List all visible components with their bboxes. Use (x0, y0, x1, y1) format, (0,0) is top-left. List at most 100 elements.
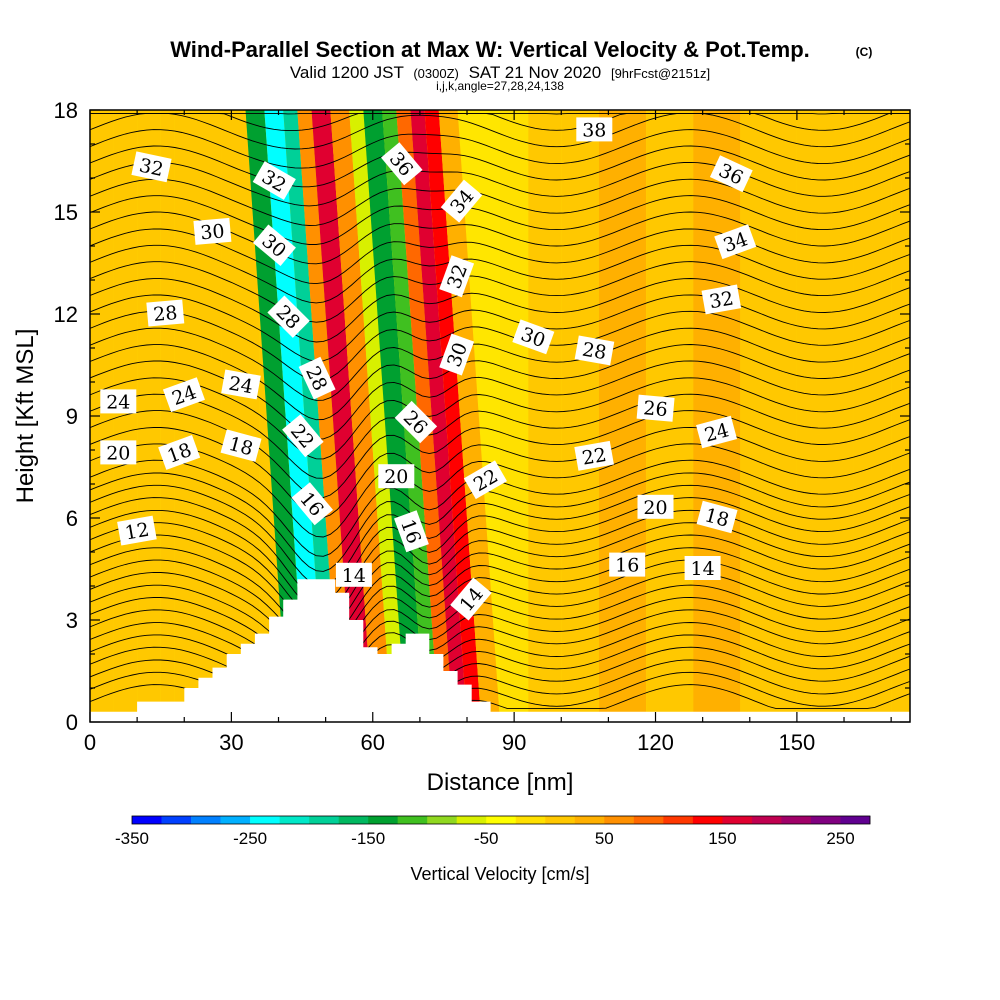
x-tick-label: 30 (219, 730, 243, 755)
chart-title-mark: (C) (856, 45, 873, 59)
contour-label-text: 30 (199, 220, 225, 244)
colorbar-swatch (338, 816, 369, 824)
contour-label-box (220, 429, 262, 462)
theta-contour-line (90, 112, 910, 132)
contour-label-box (609, 552, 646, 577)
contour-label-text: 32 (137, 155, 165, 182)
contour-label: 28 (574, 335, 615, 366)
contour-label-text: 14 (342, 565, 366, 587)
theta-contour-line (90, 522, 910, 623)
contour-label: 14 (684, 556, 721, 580)
theta-contour-line (90, 327, 910, 401)
theta-contour-line (90, 145, 910, 188)
colorbar-tick-label: 150 (708, 829, 736, 848)
contour-label-box (381, 142, 423, 186)
y-tick-label: 15 (54, 200, 78, 225)
colorbar: -350 -250 -150 -50 50 150 250 (115, 815, 871, 848)
contour-label-box (100, 440, 137, 465)
colorbar-swatch (574, 816, 605, 824)
contour-label-box (394, 400, 438, 444)
contour-label: 24 (100, 389, 137, 414)
x-tick-label: 150 (779, 730, 816, 755)
y-tick-label: 0 (66, 710, 78, 735)
contour-label-box (162, 377, 205, 413)
colorbar-swatch (545, 816, 576, 824)
contour-label: 32 (131, 151, 172, 183)
contour-label-box (440, 179, 483, 223)
contour-label-box (100, 389, 137, 414)
velocity-cell (500, 110, 529, 722)
contour-label: 22 (574, 440, 614, 471)
subtitle-valid: Valid 1200 JST (290, 63, 404, 82)
contour-label: 24 (162, 377, 205, 413)
contour-label-box (696, 415, 738, 449)
contour-label-box (684, 556, 721, 580)
contour-label-box (252, 161, 296, 200)
colorbar-label: Vertical Velocity [cm/s] (410, 864, 589, 884)
contour-label-text: 20 (106, 442, 130, 464)
theta-contour-line (90, 129, 910, 169)
velocity-cell (796, 110, 854, 722)
colorbar-swatch (427, 816, 458, 824)
contour-label-text: 32 (708, 287, 736, 313)
colorbar-swatch (368, 816, 398, 824)
theta-contour-line (90, 161, 910, 207)
colorbar-swatch (515, 816, 546, 824)
contour-label-box (252, 224, 296, 266)
contour-label-box (637, 494, 674, 519)
colorbar-swatch (722, 816, 753, 824)
theta-contour-line (90, 195, 910, 245)
chart-subtitle: Valid 1200 JST (0300Z) SAT 21 Nov 2020 [… (290, 63, 710, 82)
theta-contour-line (90, 622, 910, 705)
contour-label-box (450, 577, 492, 621)
y-tick-label: 9 (66, 404, 78, 429)
theta-contour-line (90, 509, 910, 613)
contour-label-box (193, 217, 232, 245)
x-tick-label: 90 (502, 730, 526, 755)
chart-title: Wind-Parallel Section at Max W: Vertical… (170, 37, 810, 62)
velocity-cell (853, 110, 892, 722)
contour-label-text: 26 (642, 397, 668, 421)
colorbar-swatch (456, 816, 487, 824)
contour-label-text: 12 (123, 519, 151, 545)
theta-contour-line (90, 646, 910, 709)
colorbar-swatch (279, 816, 310, 824)
colorbar-swatch (840, 816, 871, 824)
y-tick-label: 18 (54, 98, 78, 123)
contour-label-box (701, 284, 742, 315)
contour-label-box (576, 117, 613, 142)
theta-contour-line (90, 584, 910, 674)
colorbar-swatch (751, 816, 782, 824)
contour-label-text: 20 (643, 497, 667, 519)
theta-contour-line (90, 609, 910, 694)
subtitle-zulu: (0300Z) (413, 66, 459, 81)
theta-contour-line (90, 278, 910, 343)
velocity-cell (137, 110, 161, 722)
velocity-cell (174, 110, 222, 722)
contour-label-box (463, 460, 507, 500)
contour-label: 12 (117, 515, 157, 546)
theta-contour-line (90, 559, 910, 654)
contour-label-box (439, 255, 475, 298)
contour-label-box (117, 515, 157, 546)
y-axis-label: Height [Kft MSL] (12, 329, 39, 504)
contour-label: 16 (609, 552, 646, 577)
colorbar-swatch (250, 816, 280, 824)
theta-contour-line (90, 472, 910, 572)
velocity-cell (363, 110, 425, 722)
contour-label: 20 (100, 440, 137, 465)
contour-label-text: 20 (384, 466, 408, 488)
contour-label: 20 (637, 494, 674, 519)
colorbar-swatch (633, 816, 664, 824)
theta-contour-line (90, 571, 910, 664)
velocity-cell (693, 110, 741, 722)
colorbar-swatch (663, 816, 694, 824)
contour-label-box (439, 333, 475, 376)
contour-label: 14 (335, 562, 372, 587)
theta-contour-line (90, 634, 910, 709)
contour-label-text: 16 (615, 555, 639, 577)
contour-label-box (291, 482, 334, 526)
contour-label-box (696, 500, 738, 534)
contour-label: 32 (701, 284, 742, 315)
